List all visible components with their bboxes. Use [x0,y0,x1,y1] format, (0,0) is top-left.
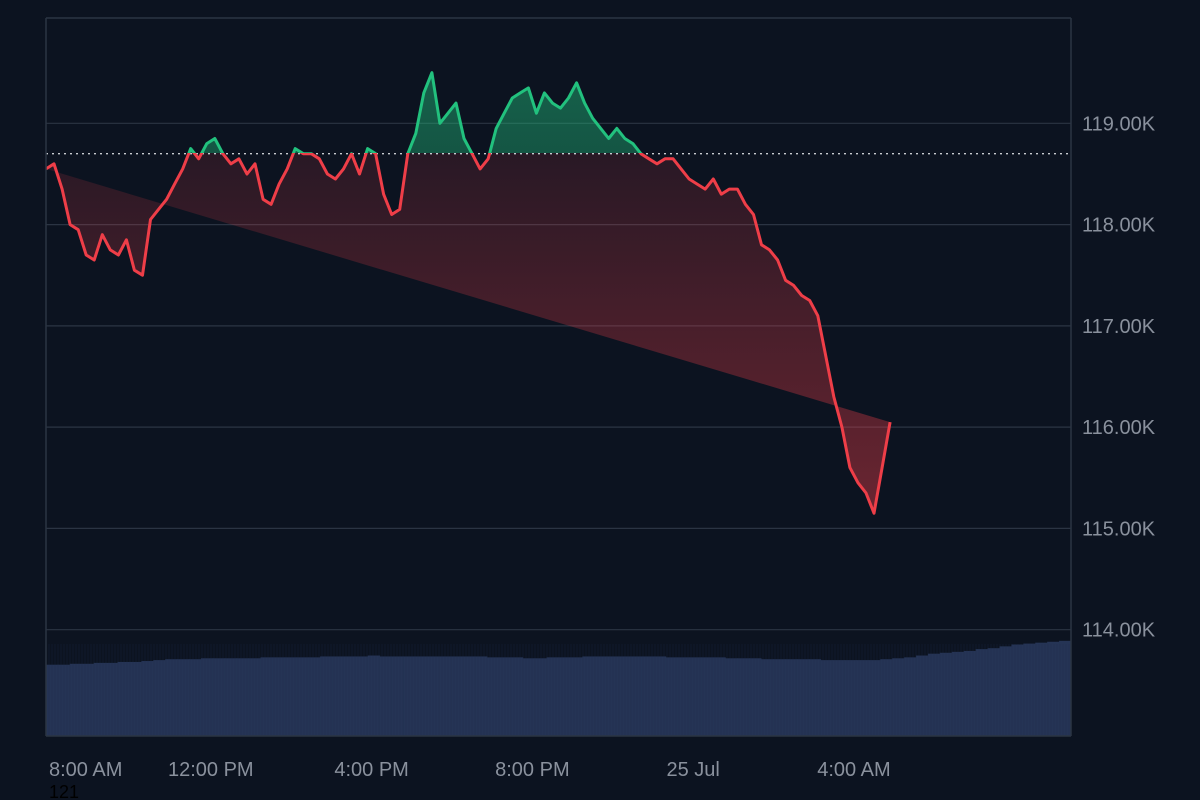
price-line-down [46,153,892,515]
x-tick-label: 4:00 PM [334,759,408,781]
y-tick-label: 117.00K [1082,316,1156,338]
volume-bar [439,656,452,736]
y-axis: 119.00K 118.00K 117.00K 116.00K 115.00K 114.0… [1082,113,1156,641]
volume-bar [272,657,285,736]
area-above-reference [188,72,641,153]
volume-bar [677,657,691,736]
volume-bar [761,659,774,736]
volume-bar [355,656,369,736]
volume-bar [296,657,309,736]
volume-bar [856,660,869,736]
x-tick-label: 8:00 AM [49,759,122,781]
volume-bar [165,659,178,736]
volume-bar [189,659,202,736]
y-tick-label: 119.00K [1082,113,1156,135]
volume-bar [737,658,750,736]
volume-bar [379,656,393,736]
x-tick-label: 12:00 PM [168,759,254,781]
volume-bar [260,657,273,736]
volume-bar [367,655,381,736]
volume-bar [641,656,655,736]
volume-bar [999,646,1012,736]
volume-bars [45,640,1072,736]
volume-bar [320,656,333,736]
volume-bar [570,657,583,736]
volume-bar [594,656,607,736]
volume-bar [200,658,214,736]
volume-bar [904,657,917,736]
y-tick-label: 116.00K [1082,417,1156,439]
volume-bar [558,657,571,736]
y-tick-label: 114.00K [1082,620,1156,642]
volume-bar [141,661,154,736]
chart-frame [45,17,1072,737]
volume-bar [987,648,1000,736]
x-tick-label: 25 Jul [666,759,719,781]
volume-bar [212,658,226,736]
footnote-count: 121 [49,782,80,800]
volume-bar [1011,644,1024,736]
volume-bar [1047,641,1060,736]
volume-bar [463,656,476,736]
volume-bar [153,660,166,736]
volume-bar [451,656,464,736]
volume-bar [248,658,261,736]
volume-bar [630,656,643,736]
volume-bar [117,661,130,736]
area-below-reference [46,153,891,514]
volume-bar [868,660,881,736]
x-tick-label: 8:00 PM [495,759,569,781]
volume-bar [236,658,250,736]
volume-bar [582,656,595,736]
volume-bar [1035,642,1048,736]
volume-bar [606,656,619,736]
volume-bar [653,656,667,736]
volume-bar [177,659,190,736]
volume-bar [796,659,810,736]
volume-bar [284,657,297,736]
volume-bar [701,657,714,736]
volume-bar [773,659,786,736]
volume-bar [808,659,822,736]
volume-bar [129,661,142,736]
volume-bar [880,659,893,736]
volume-bar [749,658,762,736]
y-tick-label: 118.00K [1082,215,1156,237]
volume-bar [1059,640,1072,736]
volume-bar [332,656,345,736]
volume-bar [427,656,440,736]
volume-bar [415,656,428,736]
y-tick-label: 115.00K [1082,518,1156,540]
volume-bar [1023,643,1036,736]
volume-bar [784,659,798,736]
volume-bar [844,660,857,736]
volume-bar [403,656,416,736]
volume-bar [546,657,559,736]
x-tick-label: 4:00 AM [817,759,890,781]
grid-lines [46,122,1071,631]
x-axis: 8:00 AM 12:00 PM 4:00 PM 8:00 PM 25 Jul 4:00 … [49,759,891,781]
volume-bar [892,658,905,736]
volume-bar [665,657,679,736]
volume-bar [618,656,631,736]
volume-bar [689,657,702,736]
volume-bar [820,660,834,736]
volume-bar [343,656,357,736]
volume-bar [713,657,726,736]
volume-bar [725,658,738,736]
volume-bar [308,657,321,736]
volume-bar [224,658,238,736]
price-line-up [187,71,643,153]
volume-bar [832,660,845,736]
volume-bar [391,656,404,736]
